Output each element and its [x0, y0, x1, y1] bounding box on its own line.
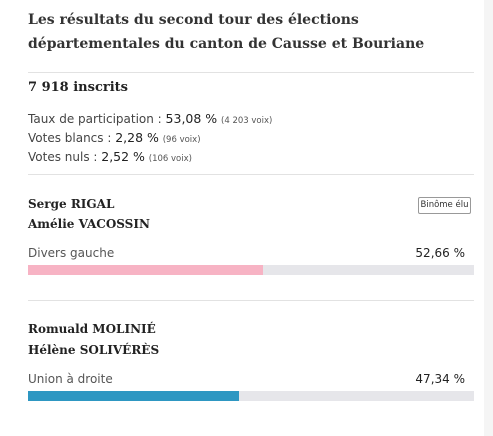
- party-label: Union à droite: [28, 372, 113, 386]
- divider: [28, 174, 474, 175]
- blank-votes-value: 2,28 %: [115, 130, 159, 145]
- candidate-name: Serge RIGAL: [28, 197, 115, 211]
- candidate-name: Hélène SOLIVÉRÈS: [28, 343, 160, 357]
- null-votes-count: (106 voix): [148, 154, 192, 164]
- party-label: Divers gauche: [28, 246, 115, 260]
- null-votes: Votes nuls : 2,52 % (106 voix): [28, 149, 192, 164]
- result-bar-fill: [28, 391, 240, 401]
- results-title: Les résultats du second tour des électio…: [28, 12, 425, 52]
- registered-voters: 7 918 inscrits: [28, 80, 128, 95]
- result-bar-track: [28, 265, 474, 275]
- participation-label: Taux de participation :: [28, 112, 166, 126]
- vote-percentage: 47,34 %: [415, 372, 465, 386]
- participation-votes: (4 203 voix): [221, 116, 273, 126]
- result-bar-fill: [28, 265, 263, 275]
- divider: [28, 72, 474, 73]
- null-votes-label: Votes nuls :: [28, 150, 102, 164]
- elected-badge: Binôme élu: [418, 197, 471, 214]
- vote-percentage: 52,66 %: [415, 246, 465, 260]
- blank-votes: Votes blancs : 2,28 % (96 voix): [28, 130, 201, 145]
- candidate-name: Romuald MOLINIÉ: [28, 322, 156, 336]
- candidate-name: Amélie VACOSSIN: [28, 217, 150, 231]
- divider: [28, 300, 474, 301]
- blank-votes-count: (96 voix): [162, 135, 201, 145]
- blank-votes-label: Votes blancs :: [28, 131, 116, 145]
- participation-rate: Taux de participation : 53,08 % (4 203 v…: [28, 111, 272, 126]
- null-votes-value: 2,52 %: [101, 149, 145, 164]
- participation-value: 53,08 %: [165, 111, 218, 126]
- result-bar-track: [28, 391, 474, 401]
